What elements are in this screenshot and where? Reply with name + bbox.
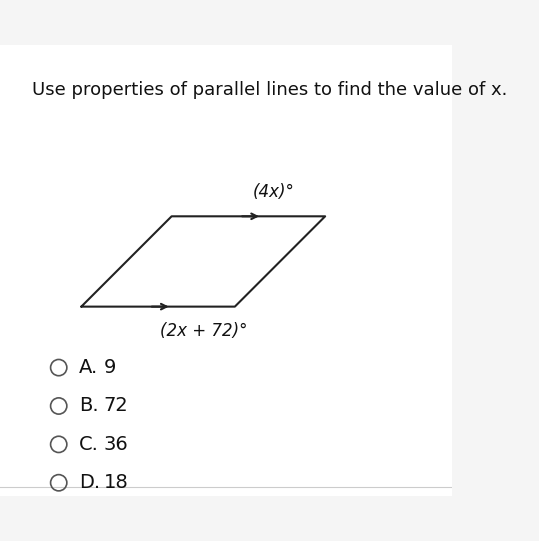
Text: B.: B. (79, 397, 99, 415)
Text: (4x)°: (4x)° (253, 182, 295, 201)
Text: 9: 9 (104, 358, 116, 377)
Text: A.: A. (79, 358, 98, 377)
Text: 18: 18 (104, 473, 129, 492)
Text: (2x + 72)°: (2x + 72)° (160, 322, 248, 340)
Text: D.: D. (79, 473, 100, 492)
FancyBboxPatch shape (0, 45, 452, 496)
Text: C.: C. (79, 435, 99, 454)
Text: Use properties of parallel lines to find the value of x.: Use properties of parallel lines to find… (32, 81, 507, 99)
Text: 72: 72 (104, 397, 129, 415)
Text: 36: 36 (104, 435, 129, 454)
